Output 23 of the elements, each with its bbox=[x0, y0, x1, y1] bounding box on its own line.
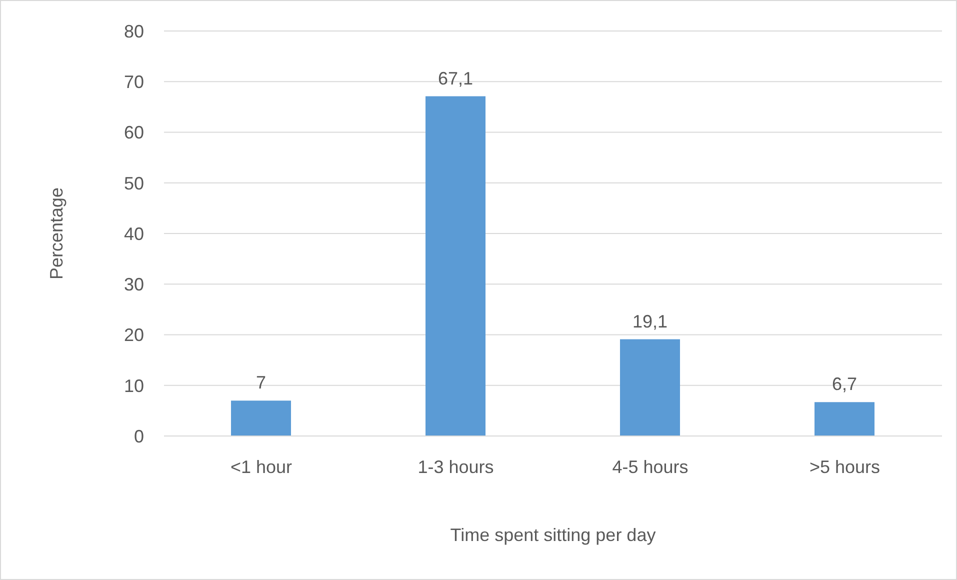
data-label: 19,1 bbox=[632, 311, 668, 332]
y-tick-label: 50 bbox=[124, 173, 144, 194]
y-tick-label: 0 bbox=[134, 426, 144, 446]
bar bbox=[231, 400, 291, 436]
y-tick-label: 40 bbox=[124, 224, 144, 244]
x-tick-label: 1-3 hours bbox=[418, 456, 494, 477]
y-tick-label: 70 bbox=[124, 72, 144, 92]
bar bbox=[426, 96, 486, 436]
y-tick-label: 20 bbox=[124, 325, 144, 346]
x-tick-label: <1 hour bbox=[230, 456, 292, 477]
bar bbox=[814, 402, 874, 436]
x-tick-label: >5 hours bbox=[809, 456, 880, 477]
y-axis-title: Percentage bbox=[46, 187, 66, 280]
y-tick-label: 60 bbox=[124, 122, 144, 143]
y-tick-label: 80 bbox=[124, 21, 144, 42]
x-tick-label: 4-5 hours bbox=[612, 456, 688, 477]
y-tick-label: 10 bbox=[124, 376, 144, 396]
bar bbox=[620, 339, 680, 436]
data-label: 7 bbox=[256, 372, 266, 393]
x-axis-title: Time spent sitting per day bbox=[450, 525, 656, 545]
y-tick-label: 30 bbox=[124, 274, 144, 295]
data-label: 67,1 bbox=[438, 68, 474, 88]
data-label: 6,7 bbox=[832, 374, 858, 394]
